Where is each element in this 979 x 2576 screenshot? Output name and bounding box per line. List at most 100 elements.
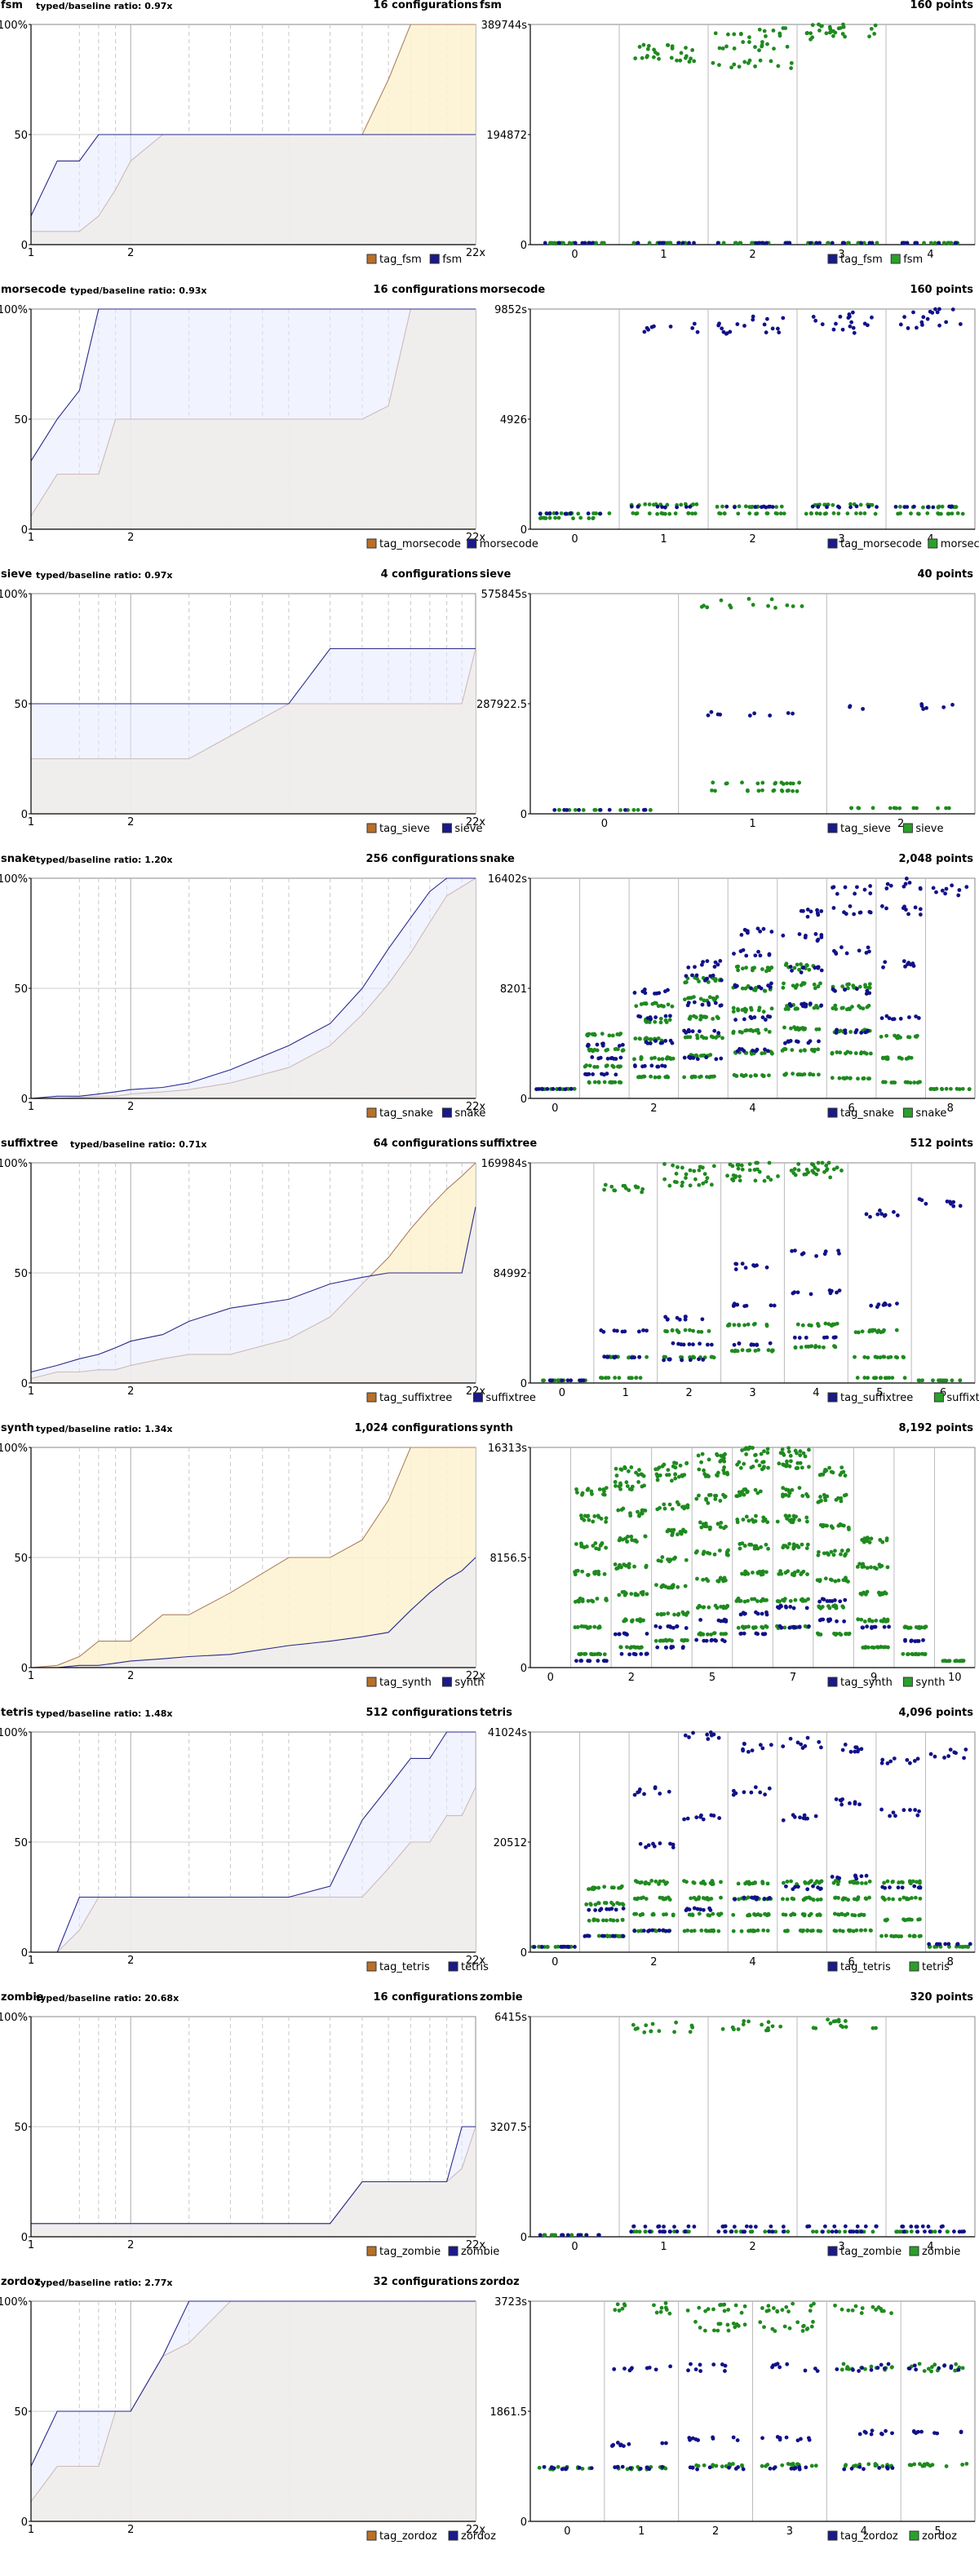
point-tag_synth	[838, 1522, 842, 1527]
point-tag_synth	[628, 1511, 632, 1516]
point-tetris	[671, 1845, 676, 1849]
point-tag_synth	[673, 1476, 678, 1481]
point-tag_synth	[592, 1624, 597, 1629]
point-tag_sieve	[592, 807, 597, 812]
point-snake	[687, 1029, 692, 1034]
point-tag_snake	[905, 1080, 910, 1085]
point-tetris	[864, 1873, 869, 1878]
point-tetris	[805, 1735, 810, 1740]
point-tag_fsm	[831, 33, 835, 38]
point-tag_synth	[592, 1514, 597, 1518]
point-tag_tetris	[615, 1918, 620, 1923]
point-tag_synth	[640, 1511, 645, 1516]
point-snake	[663, 1014, 668, 1018]
point-tag_synth	[816, 1553, 821, 1558]
point-tetris	[685, 1907, 689, 1911]
point-tetris	[818, 1886, 823, 1891]
point-tag_morsecode	[822, 502, 827, 507]
point-snake	[786, 1040, 791, 1044]
x-tick-label: 1	[28, 1955, 34, 1967]
scatter-legend-label-tag: tag_suffixtree	[840, 1392, 913, 1404]
configurations-label: 4 configurations	[380, 568, 478, 581]
point-zordoz	[627, 2441, 631, 2446]
point-tag_suffixtree	[606, 1376, 611, 1381]
point-tag_synth	[602, 1489, 606, 1494]
point-morsecode	[675, 505, 680, 510]
point-tag_zordoz	[698, 2326, 702, 2330]
point-sieve	[950, 702, 955, 707]
point-zordoz	[577, 2465, 582, 2470]
point-tag_sieve	[729, 605, 733, 610]
point-tag_synth	[587, 1518, 591, 1522]
point-tag_tetris	[701, 1879, 706, 1884]
point-tag_zombie	[672, 2030, 676, 2035]
benchmark-row-morsecode: morsecode typed/baseline ratio: 0.93x 16 c…	[0, 285, 979, 569]
point-tag_snake	[686, 996, 690, 1001]
point-snake	[766, 1049, 770, 1054]
point-tag_synth	[785, 1459, 789, 1464]
scatter-y-tick-label: 6415s	[494, 2012, 527, 2024]
point-tag_tetris	[731, 1912, 736, 1917]
point-tag_synth	[798, 1453, 803, 1458]
point-suffixtree	[601, 1329, 606, 1334]
point-zombie	[631, 2224, 636, 2229]
area-fill-zombie	[31, 2127, 476, 2237]
point-snake	[590, 1055, 595, 1059]
point-tag_tetris	[811, 1929, 815, 1933]
point-tag_synth	[718, 1525, 723, 1529]
point-tag_snake	[842, 1076, 847, 1081]
point-tag_snake	[666, 1002, 671, 1007]
point-morsecode	[921, 315, 926, 320]
point-tag_snake	[749, 1005, 753, 1010]
point-tag_tetris	[860, 1881, 864, 1885]
point-tag_morsecode	[667, 511, 672, 516]
point-suffixtree	[742, 1304, 747, 1309]
point-tag_synth	[750, 1597, 754, 1602]
point-tetris	[813, 1814, 818, 1818]
point-tag_snake	[706, 979, 711, 984]
point-tag_suffixtree	[728, 1162, 733, 1167]
scatter-legend-swatch-base	[909, 2530, 919, 2541]
point-tag_zordoz	[917, 2362, 922, 2366]
point-tag_zordoz	[932, 2362, 937, 2367]
point-tetris	[837, 1876, 842, 1880]
point-tag_suffixtree	[895, 1355, 900, 1360]
point-suffixtree	[688, 1358, 693, 1363]
point-tetris	[638, 1841, 643, 1846]
configurations-label: 1,024 configurations	[354, 1422, 478, 1434]
point-tetris	[943, 1942, 948, 1946]
point-suffixtree	[951, 1204, 956, 1208]
point-snake	[769, 930, 774, 934]
point-zordoz	[693, 2437, 698, 2441]
point-snake	[956, 893, 961, 898]
point-tag_synth	[680, 1505, 684, 1509]
point-tag_tetris	[818, 1929, 823, 1933]
point-tag_tetris	[591, 1917, 596, 1922]
point-snake	[660, 1041, 665, 1045]
point-fsm	[580, 241, 585, 245]
point-tag_zordoz	[845, 2365, 850, 2370]
point-snake	[839, 945, 844, 950]
point-tag_tetris	[605, 1918, 609, 1923]
point-tag_suffixtree	[634, 1376, 639, 1381]
point-tag_fsm	[720, 46, 725, 51]
point-tag_zordoz	[659, 2305, 664, 2310]
point-tag_tetris	[616, 1934, 621, 1938]
point-tag_morsecode	[845, 511, 850, 516]
point-snake	[705, 976, 710, 981]
point-tag_synth	[693, 1550, 698, 1555]
point-tag_suffixtree	[830, 1323, 835, 1328]
point-sieve	[709, 709, 714, 714]
point-tetris	[817, 1739, 822, 1744]
point-tag_morsecode	[631, 510, 636, 515]
x-tick-label: 22x	[466, 2239, 486, 2251]
point-tag_synth	[617, 1593, 622, 1597]
point-tag_sieve	[705, 605, 710, 610]
point-tag_zordoz	[801, 2324, 805, 2329]
point-tag_snake	[797, 967, 801, 972]
point-morsecode	[728, 329, 733, 334]
scatter-y-tick-label: 0	[521, 524, 527, 537]
point-zombie	[565, 2233, 570, 2238]
point-tetris	[955, 1942, 959, 1946]
point-synth	[574, 1659, 578, 1664]
